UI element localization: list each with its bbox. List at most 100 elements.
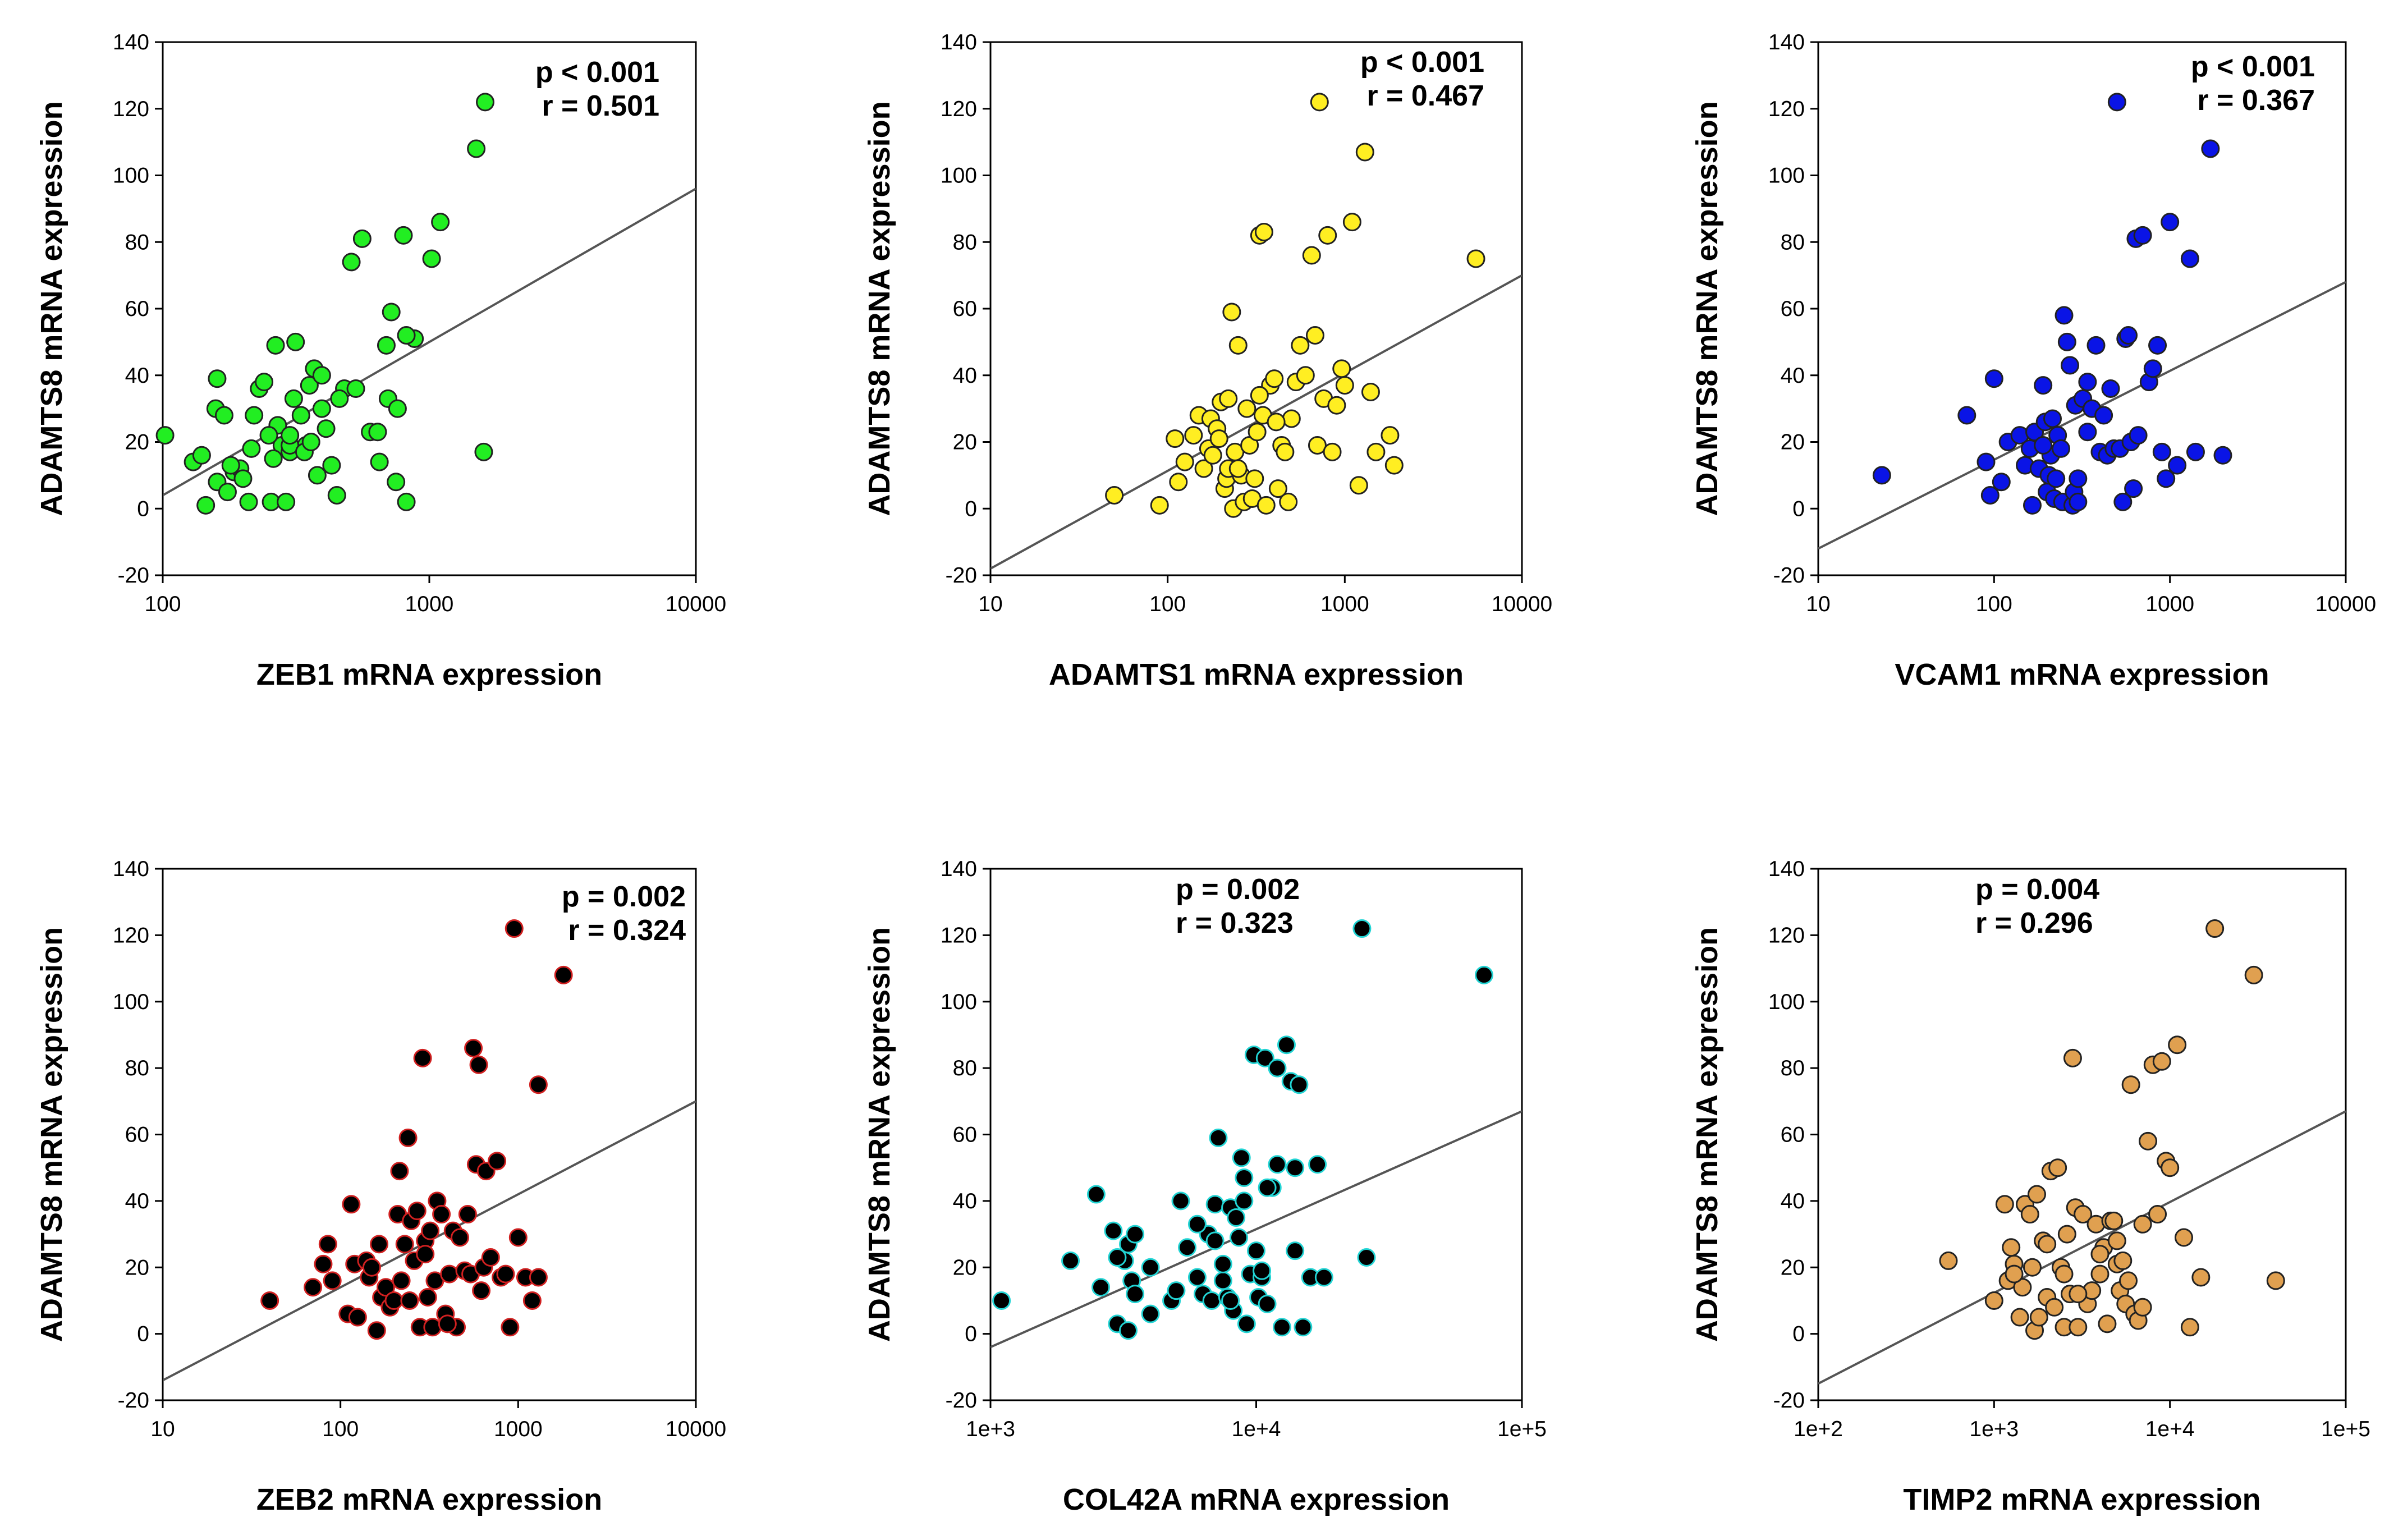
adamts1-data-point (1237, 399, 1256, 418)
col42a-data-point (1253, 1261, 1272, 1280)
vcam1-data-point (2201, 139, 2220, 158)
vcam1-data-point (2143, 359, 2162, 378)
vcam1-data-point (2124, 479, 2143, 498)
adamts1-data-point (1169, 473, 1188, 492)
timp2-panel: -20 0 20 40 60 80 100 120 140 1e+2 1e+3 1e+4 1e+5 p =… (1690, 857, 2370, 1516)
zeb1-data-point (346, 379, 365, 398)
col42a-x-axis-title: COL42A mRNA expression (1063, 1483, 1450, 1516)
zeb1-data-point (245, 406, 264, 425)
timp2-data-point (2063, 1048, 2082, 1067)
vcam1-y-tick-label: 140 (1768, 30, 1805, 54)
col42a-panel: -20 0 20 40 60 80 100 120 140 1e+3 1e+4 1e+5 p = 0.0… (863, 857, 1547, 1516)
zeb1-data-point (370, 452, 389, 471)
timp2-data-point (2055, 1264, 2074, 1284)
vcam1-data-point (2180, 249, 2199, 268)
zeb2-p-value: p = 0.002 (562, 881, 686, 913)
vcam1-data-point (2119, 326, 2138, 345)
zeb2-data-point (501, 1318, 520, 1337)
col42a-data-point (1141, 1304, 1160, 1323)
vcam1-data-point (2148, 336, 2167, 355)
zeb2-data-point (488, 1152, 507, 1171)
vcam1-data-point (2086, 336, 2106, 355)
col42a-data-point (1255, 1048, 1274, 1067)
col42a-y-tick-label: 100 (941, 990, 977, 1014)
zeb2-data-point (458, 1205, 477, 1224)
col42a-y-tick-label: 60 (953, 1123, 977, 1147)
adamts1-data-point (1291, 336, 1310, 355)
vcam1-data-point (2152, 442, 2171, 461)
adamts1-y-tick-label: 20 (953, 430, 977, 455)
zeb1-r-value: r = 0.501 (542, 90, 659, 122)
col42a-data-point (1126, 1285, 1145, 1304)
vcam1-y-axis-title: ADAMTS8 mRNA expression (1690, 101, 1724, 516)
zeb1-data-point (467, 139, 486, 158)
timp2-y-tick-label: 100 (1768, 990, 1805, 1014)
vcam1-data-point (2047, 469, 2066, 488)
timp2-x-tick-label: 1e+5 (2321, 1417, 2370, 1441)
adamts1-data-point (1250, 386, 1269, 405)
col42a-data-point (1258, 1178, 1277, 1197)
zeb1-data-point (277, 492, 296, 511)
timp2-p-value: p = 0.004 (1975, 873, 2099, 906)
col42a-data-point (1187, 1268, 1207, 1287)
zeb1-y-tick-label: 20 (125, 430, 149, 455)
timp2-data-point (2180, 1318, 2199, 1337)
timp2-data-point (1995, 1195, 2014, 1214)
adamts1-data-point (1166, 429, 1185, 448)
zeb2-y-tick-label: 0 (137, 1322, 149, 1346)
vcam1-p-value: p < 0.001 (2191, 51, 2315, 83)
col42a-data-point (1352, 919, 1372, 938)
zeb1-data-point (286, 332, 305, 351)
col42a-data-point (1268, 1058, 1287, 1078)
adamts1-data-point (1276, 442, 1295, 461)
zeb1-data-point (291, 406, 310, 425)
zeb1-data-point (476, 93, 495, 112)
col42a-data-point (1178, 1238, 1197, 1257)
timp2-data-point (2139, 1131, 2158, 1151)
zeb1-p-value: p < 0.001 (535, 56, 659, 89)
timp2-x-tick-label: 1e+2 (1794, 1417, 1843, 1441)
adamts1-data-point (1355, 143, 1374, 162)
col42a-data-point (1061, 1251, 1080, 1270)
zeb2-x-tick-label: 10 (150, 1417, 175, 1441)
adamts1-data-point (1384, 456, 1404, 475)
adamts1-data-point (1245, 469, 1264, 488)
vcam1-x-tick-label: 100 (1976, 592, 2012, 616)
zeb1-data-point (221, 456, 240, 475)
zeb2-data-point (348, 1308, 367, 1327)
zeb2-x-tick-label: 10000 (666, 1417, 726, 1441)
adamts1-data-point (1203, 446, 1222, 465)
zeb1-data-point (259, 426, 278, 445)
zeb2-data-point (423, 1318, 442, 1337)
zeb2-y-tick-label: 20 (125, 1255, 149, 1280)
timp2-data-point (2174, 1228, 2193, 1247)
adamts1-data-point (1279, 492, 1298, 511)
col42a-regression-line (990, 1110, 1522, 1349)
zeb2-data-point (438, 1314, 457, 1333)
vcam1-panel: -20 0 20 40 60 80 100 120 140 10 100 1000 10000 p < 0… (1690, 30, 2376, 691)
col42a-data-point (1247, 1241, 1265, 1261)
zeb2-panel: -20 0 20 40 60 80 100 120 140 10 100 1000 10000 p = 0… (35, 857, 726, 1516)
vcam1-data-point (2129, 426, 2148, 445)
adamts1-data-point (1222, 302, 1241, 322)
zeb2-data-point (529, 1075, 548, 1094)
col42a-data-point (1268, 1155, 1287, 1174)
vcam1-data-point (2055, 306, 2074, 325)
zeb2-x-axis-title: ZEB2 mRNA expression (256, 1483, 602, 1516)
adamts1-data-point (1302, 246, 1321, 265)
timp2-r-value: r = 0.296 (1975, 907, 2093, 939)
vcam1-data-point (2157, 469, 2176, 488)
zeb1-data-point (397, 492, 416, 511)
timp2-data-point (2020, 1205, 2039, 1224)
zeb2-data-point (323, 1271, 342, 1290)
col42a-data-point (1091, 1278, 1110, 1297)
zeb1-data-point (422, 249, 441, 268)
vcam1-data-point (2034, 436, 2053, 455)
col42a-data-point (1308, 1155, 1327, 1174)
timp2-data-point (2027, 1185, 2046, 1204)
timp2-data-point (2191, 1268, 2211, 1287)
zeb1-data-point (388, 399, 407, 418)
vcam1-data-point (2069, 492, 2088, 511)
timp2-data-point (2029, 1308, 2048, 1327)
